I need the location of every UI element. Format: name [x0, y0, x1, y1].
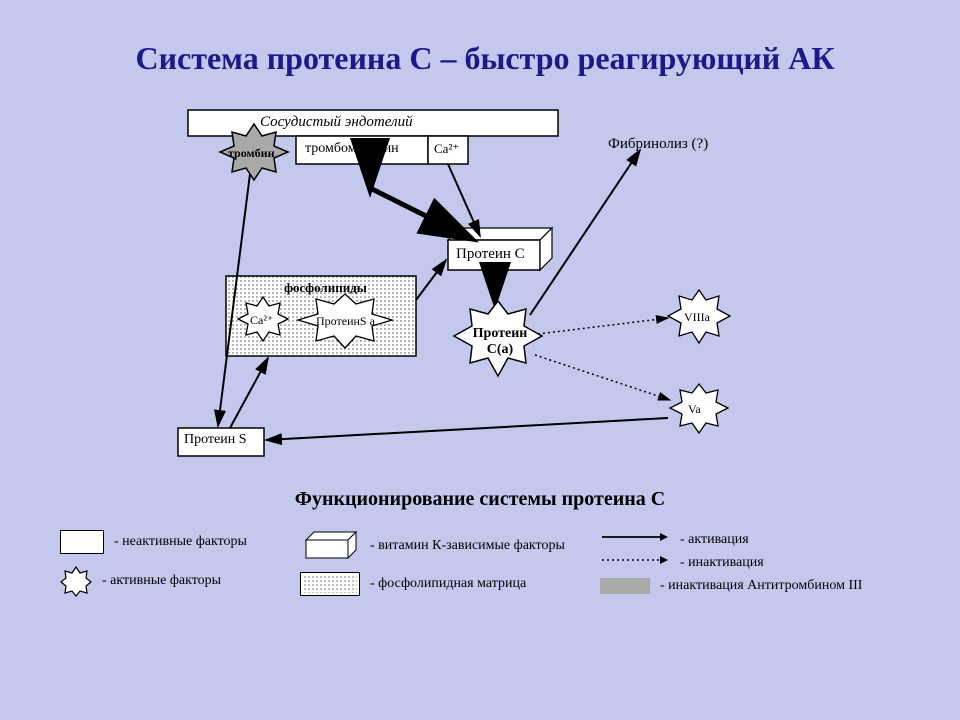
protein-s-label: Протеин S [184, 432, 247, 448]
protein-c-label: Протеин С [456, 246, 525, 263]
ca2-matrix-star: Ca²⁺ [234, 295, 292, 352]
ca2-top-label: Ca²⁺ [434, 141, 459, 157]
page-title: Система протеина С – быстро реагирующий … [20, 40, 950, 77]
thrombomodulin-label: тромбомодулин [305, 141, 399, 157]
diagram-subtitle: Функционирование системы протеина С [0, 488, 960, 511]
legend-activation: - активация [600, 530, 870, 549]
legend: - неактивные факторы - активные факторы [60, 530, 920, 596]
protein-sa-star: ПротеинS a [290, 292, 400, 357]
protein-c-diagram: Сосудистый эндотелий тромбомодулин Ca²⁺ … [0, 100, 960, 520]
legend-active: - активные факторы [60, 566, 270, 596]
legend-vitk: - витамин К-зависимые факторы [300, 530, 570, 562]
viiia-star: VIIIa [664, 288, 734, 353]
protein-ca-star: Протеин С(а) [448, 298, 548, 389]
legend-inactive: - неактивные факторы [60, 530, 270, 554]
fibrinolysis-label: Фибринолиз (?) [608, 136, 708, 153]
legend-atiii: - инактивация Антитромбином III [600, 578, 870, 594]
legend-matrix: - фосфолипидная матрица [300, 572, 570, 596]
va-star: Va [666, 382, 732, 443]
thrombin-star: тромбин [214, 122, 294, 191]
legend-inactivation: - инактивация [600, 553, 870, 572]
